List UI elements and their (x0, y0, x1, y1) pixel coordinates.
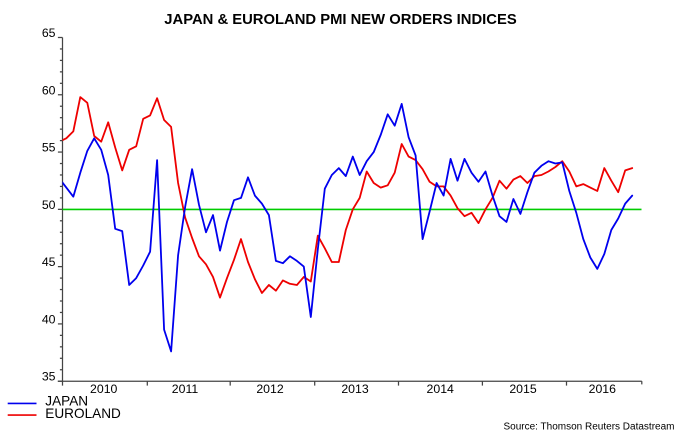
svg-text:35: 35 (42, 370, 56, 384)
svg-text:45: 45 (42, 255, 56, 269)
svg-text:60: 60 (42, 83, 56, 97)
svg-text:2011: 2011 (172, 382, 199, 396)
svg-text:2010: 2010 (90, 382, 118, 396)
svg-text:EUROLAND: EUROLAND (45, 406, 121, 421)
svg-text:2012: 2012 (256, 382, 284, 396)
svg-text:40: 40 (42, 312, 56, 326)
svg-text:2014: 2014 (427, 382, 455, 396)
svg-text:2013: 2013 (341, 382, 369, 396)
svg-text:JAPAN & EUROLAND PMI NEW ORDER: JAPAN & EUROLAND PMI NEW ORDERS INDICES (164, 12, 517, 28)
svg-text:65: 65 (42, 26, 56, 40)
svg-text:55: 55 (42, 141, 56, 155)
svg-text:2016: 2016 (589, 382, 617, 396)
svg-text:2015: 2015 (509, 382, 537, 396)
svg-text:Source: Thomson Reuters Datast: Source: Thomson Reuters Datastream (503, 422, 674, 433)
svg-text:JAPAN: JAPAN (45, 394, 88, 409)
svg-text:50: 50 (42, 198, 56, 212)
